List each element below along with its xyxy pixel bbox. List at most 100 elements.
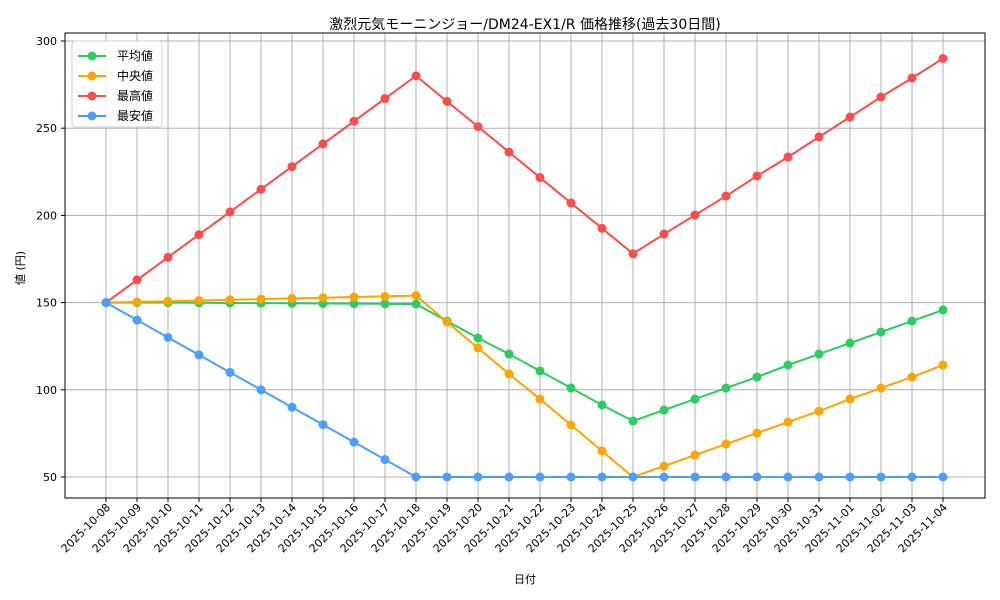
data-point	[721, 472, 731, 482]
data-point	[256, 184, 266, 194]
data-point	[318, 420, 328, 430]
data-point	[938, 305, 948, 315]
data-point	[225, 367, 235, 377]
data-point	[659, 472, 669, 482]
plot-frame	[64, 32, 986, 499]
data-point	[535, 173, 545, 183]
legend-marker-icon	[87, 71, 97, 81]
series-line	[101, 298, 948, 426]
data-point	[442, 317, 452, 327]
grid-lines	[65, 33, 985, 498]
data-point	[690, 472, 700, 482]
data-point	[876, 327, 886, 337]
data-point	[814, 349, 824, 359]
chart-title: 激烈元気モーニンジョー/DM24-EX1/R 価格推移(過去30日間)	[329, 16, 720, 33]
data-point	[566, 420, 576, 430]
data-point	[690, 210, 700, 220]
data-point	[318, 139, 328, 149]
data-point	[194, 350, 204, 360]
legend-marker-icon	[87, 51, 97, 61]
data-point	[473, 343, 483, 353]
data-point	[690, 450, 700, 460]
data-point	[163, 252, 173, 262]
data-point	[752, 472, 762, 482]
data-point	[442, 96, 452, 106]
data-point	[349, 299, 359, 309]
data-point	[535, 366, 545, 376]
y-tick-label: 100	[36, 384, 57, 397]
data-point	[752, 171, 762, 181]
data-point	[349, 292, 359, 302]
data-point	[535, 394, 545, 404]
data-point	[597, 446, 607, 456]
legend-item: 最高値	[78, 88, 153, 103]
data-point	[442, 472, 452, 482]
legend-item: 平均値	[78, 48, 153, 63]
data-point	[349, 437, 359, 447]
data-point	[504, 369, 514, 379]
data-point	[194, 296, 204, 306]
data-point	[659, 461, 669, 471]
data-point	[876, 92, 886, 102]
data-point	[628, 249, 638, 259]
legend-item: 中央値	[78, 68, 153, 83]
data-point	[473, 122, 483, 132]
data-point	[907, 316, 917, 326]
data-point	[504, 349, 514, 359]
data-point	[349, 116, 359, 126]
y-tick-label: 250	[36, 122, 57, 135]
data-point	[876, 383, 886, 393]
data-point	[783, 417, 793, 427]
series-line	[101, 291, 948, 482]
data-point	[411, 71, 421, 81]
data-point	[225, 207, 235, 217]
data-point	[907, 372, 917, 382]
legend-label: 平均値	[117, 48, 153, 63]
data-point	[814, 406, 824, 416]
data-point	[845, 112, 855, 122]
data-point	[287, 162, 297, 172]
data-point	[752, 372, 762, 382]
data-point	[597, 472, 607, 482]
data-point	[380, 455, 390, 465]
data-point	[783, 472, 793, 482]
data-point	[814, 132, 824, 142]
data-point	[752, 428, 762, 438]
data-point	[132, 297, 142, 307]
x-axis: 2025-10-082025-10-092025-10-102025-10-11…	[59, 498, 950, 555]
data-point	[225, 295, 235, 305]
data-point	[380, 94, 390, 104]
legend-marker-icon	[87, 111, 97, 121]
data-point	[473, 472, 483, 482]
series-layer	[101, 53, 948, 482]
data-point	[566, 198, 576, 208]
y-tick-label: 50	[43, 471, 57, 484]
data-point	[938, 53, 948, 63]
data-point	[907, 472, 917, 482]
data-point	[132, 315, 142, 325]
data-point	[411, 472, 421, 482]
data-point	[163, 296, 173, 306]
data-point	[845, 338, 855, 348]
legend-label: 中央値	[117, 68, 153, 83]
data-point	[380, 299, 390, 309]
data-point	[597, 223, 607, 233]
data-point	[380, 291, 390, 301]
data-point	[938, 360, 948, 370]
series-line	[101, 53, 948, 308]
data-point	[845, 472, 855, 482]
data-point	[504, 147, 514, 157]
data-point	[566, 472, 576, 482]
y-axis: 50 100 150 200 250 300	[36, 35, 65, 484]
data-point	[783, 360, 793, 370]
data-point	[876, 472, 886, 482]
legend-item: 最安値	[78, 108, 153, 123]
y-tick-label: 150	[36, 297, 57, 310]
legend-label: 最安値	[117, 108, 153, 123]
y-tick-label: 300	[36, 35, 57, 48]
legend-label: 最高値	[117, 88, 153, 103]
y-tick-label: 200	[36, 209, 57, 222]
data-point	[256, 385, 266, 395]
